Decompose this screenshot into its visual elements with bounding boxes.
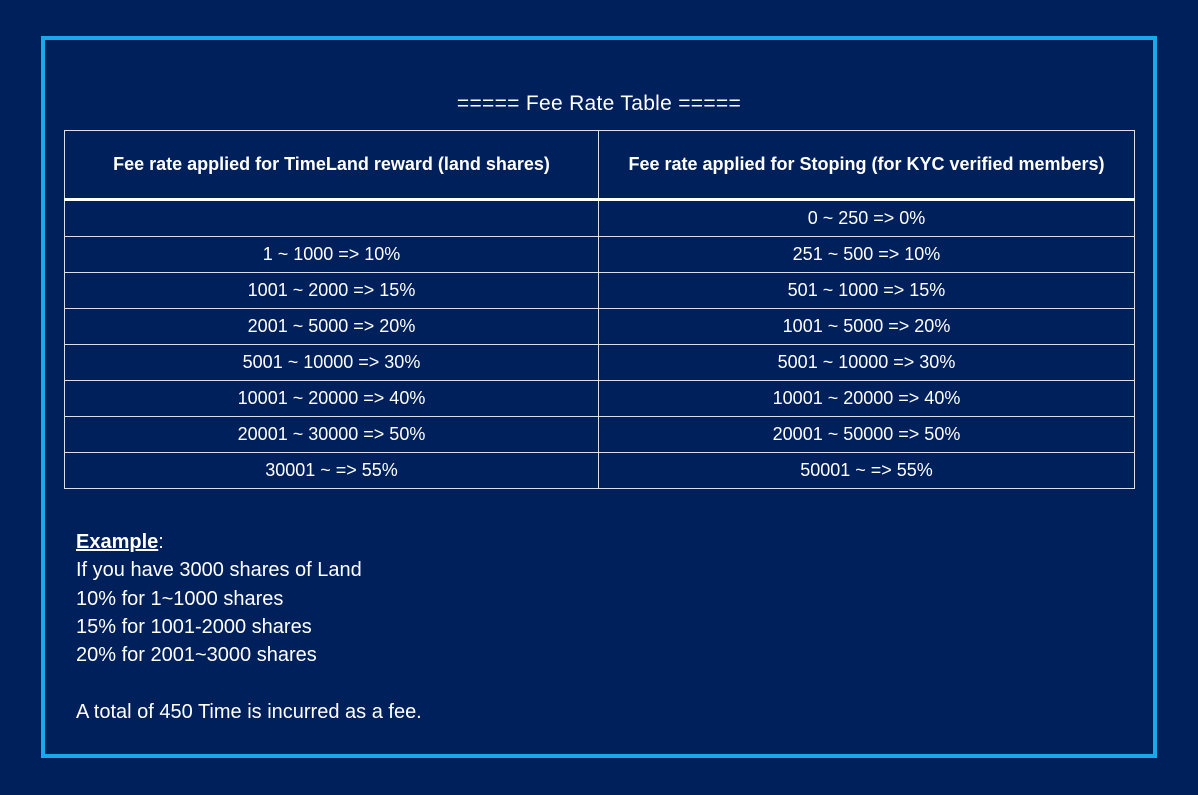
table-cell-timeland: 1 ~ 1000 => 10% (64, 236, 599, 273)
table-row: 30001 ~ => 55% 50001 ~ => 55% (64, 452, 1135, 489)
table-row: 1001 ~ 2000 => 15% 501 ~ 1000 => 15% (64, 272, 1135, 309)
example-line: 15% for 1001-2000 shares (76, 615, 312, 638)
table-cell-stoping: 20001 ~ 50000 => 50% (598, 416, 1135, 453)
fee-rate-table: Fee rate applied for TimeLand reward (la… (64, 130, 1135, 489)
example-line: 20% for 2001~3000 shares (76, 644, 317, 667)
table-cell-timeland: 2001 ~ 5000 => 20% (64, 308, 599, 345)
table-cell-stoping: 0 ~ 250 => 0% (598, 199, 1135, 237)
table-row: 20001 ~ 30000 => 50% 20001 ~ 50000 => 50… (64, 416, 1135, 453)
table-cell-timeland: 20001 ~ 30000 => 50% (64, 416, 599, 453)
column-header-stoping: Fee rate applied for Stoping (for KYC ve… (598, 130, 1135, 201)
table-cell-stoping: 10001 ~ 20000 => 40% (598, 380, 1135, 417)
table-cell-stoping: 501 ~ 1000 => 15% (598, 272, 1135, 309)
table-row: 0 ~ 250 => 0% (64, 199, 1135, 237)
table-cell-stoping: 251 ~ 500 => 10% (598, 236, 1135, 273)
table-cell-timeland (64, 199, 599, 237)
table-cell-timeland: 1001 ~ 2000 => 15% (64, 272, 599, 309)
table-cell-stoping: 5001 ~ 10000 => 30% (598, 344, 1135, 381)
example-heading: Example: (76, 528, 422, 556)
example-heading-colon: : (158, 531, 164, 553)
table-cell-stoping: 1001 ~ 5000 => 20% (598, 308, 1135, 345)
table-cell-timeland: 30001 ~ => 55% (64, 452, 599, 489)
table-row: 10001 ~ 20000 => 40% 10001 ~ 20000 => 40… (64, 380, 1135, 417)
example-line: If you have 3000 shares of Land (76, 559, 362, 582)
table-cell-timeland: 5001 ~ 10000 => 30% (64, 344, 599, 381)
content-frame: ===== Fee Rate Table ===== Fee rate appl… (41, 36, 1157, 758)
example-section: Example: If you have 3000 shares of Land… (76, 528, 422, 727)
table-row: 2001 ~ 5000 => 20% 1001 ~ 5000 => 20% (64, 308, 1135, 345)
example-line: 10% for 1~1000 shares (76, 587, 284, 610)
example-heading-label: Example (76, 531, 159, 553)
column-header-timeland: Fee rate applied for TimeLand reward (la… (64, 130, 599, 201)
table-header-row: Fee rate applied for TimeLand reward (la… (64, 130, 1135, 201)
table-row: 5001 ~ 10000 => 30% 5001 ~ 10000 => 30% (64, 344, 1135, 381)
page-title: ===== Fee Rate Table ===== (456, 92, 742, 115)
table-cell-timeland: 10001 ~ 20000 => 40% (64, 380, 599, 417)
table-row: 1 ~ 1000 => 10% 251 ~ 500 => 10% (64, 236, 1135, 273)
example-total: A total of 450 Time is incurred as a fee… (76, 701, 422, 724)
table-cell-stoping: 50001 ~ => 55% (598, 452, 1135, 489)
